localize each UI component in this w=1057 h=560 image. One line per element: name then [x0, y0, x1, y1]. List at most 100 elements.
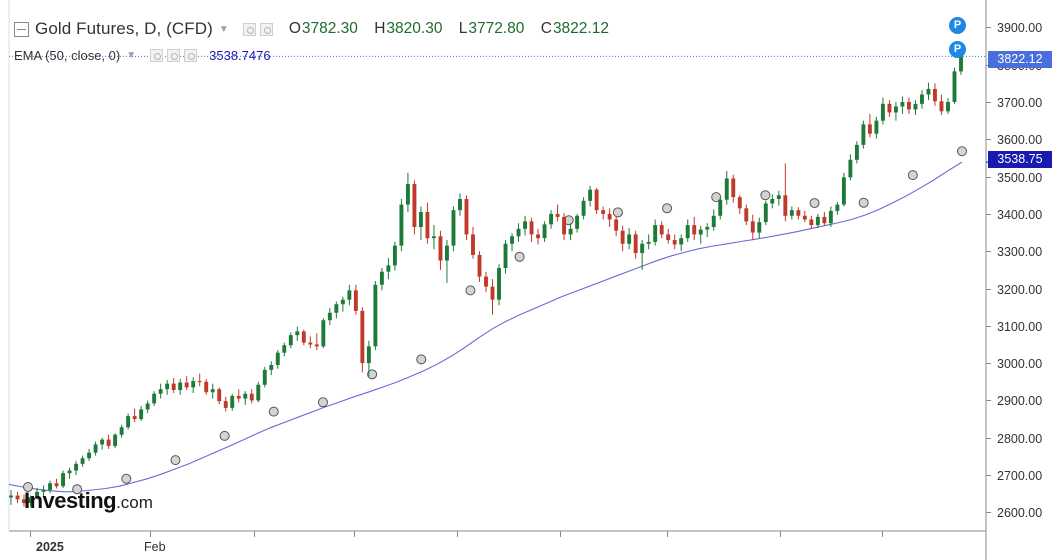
candle-body — [353, 290, 358, 311]
candle-body — [431, 236, 436, 239]
candle-body — [575, 215, 580, 229]
candle-body — [308, 342, 313, 345]
ema-close-icon[interactable] — [184, 48, 198, 62]
candle-body — [477, 254, 482, 277]
candle-body — [705, 226, 710, 230]
visibility-icon[interactable] — [242, 22, 256, 36]
candle-body — [100, 439, 105, 445]
event-marker-p[interactable]: P — [949, 17, 966, 34]
ohlc-high-value: 3820.30 — [386, 20, 443, 37]
last-price-tag: 3822.12 — [988, 51, 1052, 68]
candle-body — [659, 225, 664, 235]
candle-body — [594, 189, 599, 211]
candle-body — [581, 200, 586, 216]
candle-body — [334, 304, 339, 313]
candle-body — [67, 470, 72, 474]
time-axis[interactable]: 2025 Feb — [8, 0, 986, 554]
candle-body — [340, 299, 345, 305]
candle-body — [633, 234, 638, 254]
ema-label[interactable]: EMA (50, close, 0) — [14, 47, 121, 63]
candle-body — [913, 103, 918, 110]
ema-marker — [170, 455, 181, 466]
candle-body — [327, 312, 332, 321]
ema-marker — [662, 203, 673, 214]
candle-body — [959, 56, 963, 72]
y-tick-label: 3500.00 — [997, 171, 1042, 185]
candle-body — [952, 71, 957, 102]
menu-icon[interactable] — [14, 21, 29, 37]
candle-body — [35, 491, 39, 498]
y-tick-label: 2700.00 — [997, 469, 1042, 483]
candle-body — [653, 225, 658, 242]
ema-chevron-down-icon[interactable]: ▼ — [126, 49, 137, 61]
candle-body — [275, 352, 280, 365]
candle-body — [789, 210, 794, 216]
candle-body — [301, 331, 306, 343]
candle-body — [835, 204, 840, 211]
x-tick-label: 2025 — [36, 540, 64, 554]
ema-settings-icon[interactable] — [167, 48, 181, 62]
legend-ema: EMA (50, close, 0) ▼ 3538.7476 — [14, 45, 271, 65]
ohlc-high-key: H — [374, 20, 386, 37]
event-marker-p[interactable]: P — [949, 41, 966, 58]
candle-body — [620, 230, 625, 244]
instrument-title[interactable]: Gold Futures, D, (CFD) — [35, 19, 213, 38]
chevron-down-icon[interactable]: ▼ — [218, 23, 229, 35]
candle-body — [939, 101, 944, 112]
ema-marker — [23, 481, 33, 492]
candle-body — [906, 101, 911, 110]
y-tick-label: 3700.00 — [997, 96, 1042, 110]
candle-body — [28, 497, 33, 504]
candle-body — [627, 234, 632, 244]
candle-body — [464, 198, 469, 235]
candle-body — [236, 395, 241, 399]
candle-body — [438, 236, 443, 261]
candle-body — [926, 88, 931, 95]
candle-body — [249, 393, 254, 401]
ohlc-high: H3820.30 — [374, 20, 442, 37]
candle-body — [197, 381, 202, 383]
candle-body — [672, 240, 677, 245]
candle-body — [796, 210, 801, 216]
candle-body — [184, 382, 189, 388]
candle-body — [841, 177, 846, 205]
y-tick-label: 3900.00 — [997, 21, 1042, 35]
candle-body — [87, 452, 92, 459]
candle-body — [946, 101, 950, 112]
candle-body — [809, 219, 814, 226]
ema-markers — [23, 146, 967, 495]
y-tick-label: 3600.00 — [997, 133, 1042, 147]
settings-icon[interactable] — [259, 22, 273, 36]
candle-body — [601, 210, 606, 214]
y-tick-label: 2600.00 — [997, 506, 1042, 520]
ohlc-close: C3822.12 — [541, 20, 609, 37]
candle-body — [262, 369, 267, 385]
candle-body — [230, 395, 235, 408]
y-tick-label: 2900.00 — [997, 394, 1042, 408]
candle-body — [41, 489, 46, 492]
candle-body — [360, 310, 365, 364]
candle-body — [418, 212, 423, 227]
candle-body — [503, 243, 508, 268]
candle-body — [373, 284, 378, 347]
candle-body — [542, 224, 547, 239]
candle-body — [880, 103, 885, 121]
candle-body — [588, 189, 593, 201]
candle-body — [614, 219, 619, 231]
candle-body — [536, 234, 541, 239]
candle-body — [451, 210, 456, 246]
ema-marker — [612, 207, 623, 218]
candle-body — [113, 434, 118, 446]
candle-body — [210, 389, 215, 393]
ema-marker — [465, 285, 476, 296]
candle-body — [171, 383, 176, 390]
ema-visibility-icon[interactable] — [150, 48, 164, 62]
candle-body — [106, 439, 111, 446]
candle-body — [126, 416, 131, 428]
ema-marker — [809, 198, 820, 209]
ema-marker — [317, 397, 328, 408]
candle-body — [152, 393, 157, 404]
ohlc-close-value: 3822.12 — [552, 20, 609, 37]
candle-body — [757, 222, 762, 233]
